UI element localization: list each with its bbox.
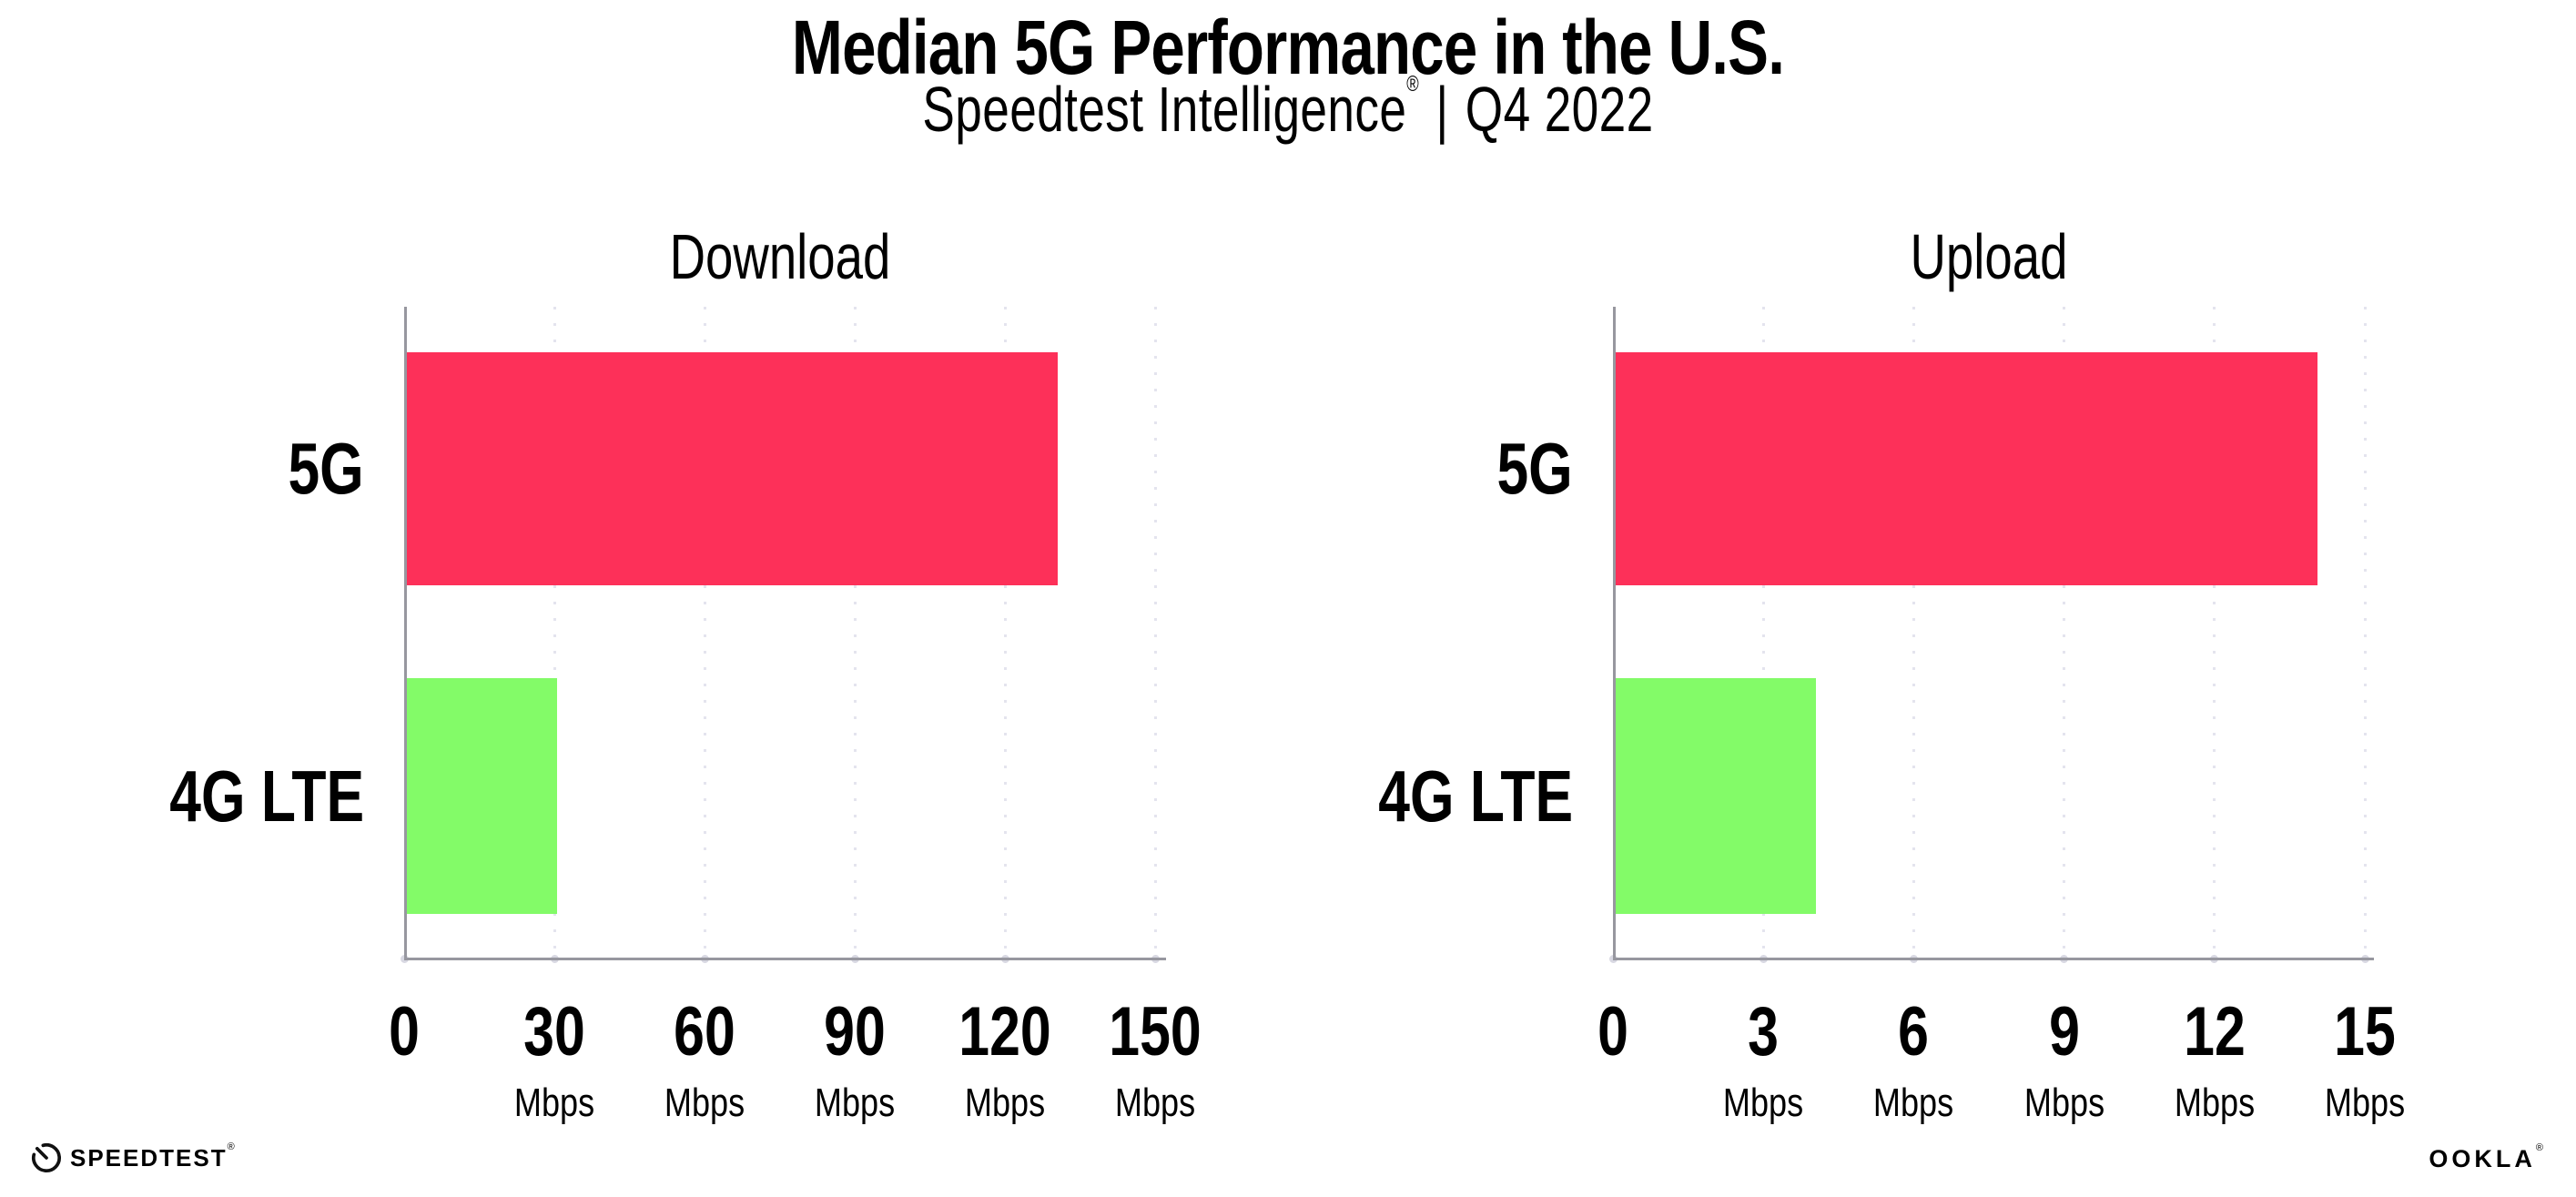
- registered-trademark-symbol: ®: [1406, 72, 1420, 96]
- category-label-box-4g-lte: 4G LTE: [0, 678, 364, 914]
- x-unit-label-15: Mbps: [2324, 1080, 2406, 1125]
- x-tick-label-0: 0: [389, 993, 420, 1070]
- y-axis: [404, 307, 407, 960]
- bar-4g-lte: [1616, 678, 1816, 914]
- x-unit-label-9: Mbps: [2023, 1080, 2104, 1125]
- x-tick-label-6: 6: [1898, 993, 1930, 1070]
- subtitle-separator: |: [1435, 74, 1449, 145]
- gridline-60-mbps: [703, 307, 706, 958]
- page-subtitle: Speedtest Intelligence® | Q4 2022: [922, 74, 1653, 145]
- x-tick-label-120: 120: [958, 993, 1051, 1070]
- x-tick-label-0: 0: [1597, 993, 1628, 1070]
- x-unit-label-6: Mbps: [1873, 1080, 1954, 1125]
- bar-4g-lte: [407, 678, 557, 914]
- x-tick-label-60: 60: [674, 993, 735, 1070]
- category-label-4g-lte: 4G LTE: [1378, 755, 1573, 837]
- category-label-box-5g: 5G: [0, 352, 364, 585]
- category-label-box-4g-lte: 4G LTE: [1085, 678, 1573, 914]
- subtitle-brand: Speedtest Intelligence: [922, 74, 1407, 145]
- category-label-4g-lte: 4G LTE: [169, 755, 364, 837]
- category-label-5g: 5G: [1496, 428, 1573, 509]
- chart-title-upload: Upload: [1910, 221, 2068, 292]
- x-unit-label-90: Mbps: [814, 1080, 896, 1125]
- x-tick-label-12: 12: [2183, 993, 2246, 1070]
- x-unit-label-12: Mbps: [2174, 1080, 2255, 1125]
- gridline-30-mbps: [553, 307, 556, 958]
- speedtest-logo: SPEEDTEST®: [31, 1141, 237, 1173]
- gridline-120-mbps: [1003, 307, 1007, 958]
- subtitle-period: Q4 2022: [1465, 74, 1654, 145]
- x-tick-label-150: 150: [1109, 993, 1202, 1070]
- x-tick-label-9: 9: [2048, 993, 2080, 1070]
- gridline-9-mbps: [2063, 307, 2066, 958]
- gridline-6-mbps: [1912, 307, 1915, 958]
- speedtest-wordmark: SPEEDTEST®: [70, 1141, 237, 1172]
- x-unit-label-30: Mbps: [513, 1080, 595, 1125]
- x-tick-label-30: 30: [523, 993, 585, 1070]
- y-axis: [1613, 307, 1616, 960]
- x-unit-label-3: Mbps: [1723, 1080, 1804, 1125]
- x-unit-label-120: Mbps: [964, 1080, 1046, 1125]
- gridline-3-mbps: [1761, 307, 1765, 958]
- x-unit-label-60: Mbps: [664, 1080, 745, 1125]
- bar-5g: [1616, 352, 2317, 585]
- ookla-wordmark: OOKLA: [2429, 1145, 2536, 1172]
- x-tick-label-3: 3: [1748, 993, 1780, 1070]
- speedtest-trademark-symbol: ®: [227, 1141, 237, 1152]
- x-tick-label-15: 15: [2334, 993, 2396, 1070]
- x-unit-label-150: Mbps: [1114, 1080, 1196, 1125]
- gridline-15-mbps: [2363, 307, 2367, 958]
- category-label-5g: 5G: [288, 428, 364, 509]
- x-tick-label-90: 90: [824, 993, 886, 1070]
- ookla-trademark-symbol: ®: [2535, 1142, 2547, 1153]
- x-axis: [1613, 958, 2374, 960]
- chart-title-download: Download: [669, 221, 891, 292]
- page-title: Median 5G Performance in the U.S.: [791, 5, 1785, 90]
- category-label-box-5g: 5G: [1085, 352, 1573, 585]
- x-axis: [404, 958, 1166, 960]
- gridline-90-mbps: [853, 307, 857, 958]
- gridline-12-mbps: [2213, 307, 2216, 958]
- speedtest-gauge-icon: [31, 1142, 62, 1173]
- gridline-150-mbps: [1153, 307, 1157, 958]
- bar-5g: [407, 352, 1058, 585]
- ookla-logo: OOKLA®: [2429, 1142, 2547, 1173]
